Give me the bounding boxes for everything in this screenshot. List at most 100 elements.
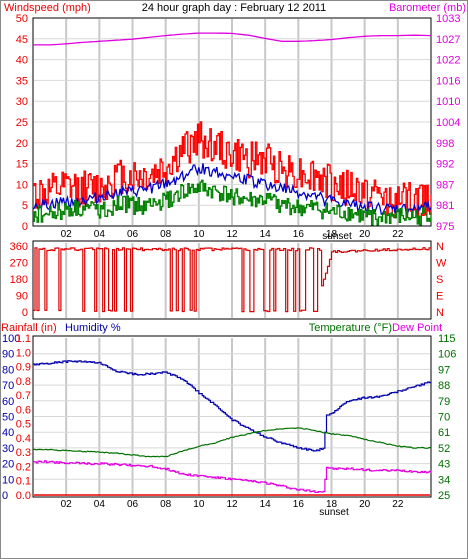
wind-tick-label: 0 [22, 221, 28, 233]
wind-tick-label: 15 [16, 159, 28, 171]
baro-tick-label: 1004 [436, 117, 460, 129]
dir-tick-label: 360 [10, 241, 28, 253]
wind-gust-line [33, 121, 432, 219]
temperature-tick-label: 25 [438, 490, 450, 502]
wind-x-tick-label: 02 [61, 229, 73, 240]
compass-tick-label: E [436, 291, 443, 303]
wind-tick-label: 35 [16, 75, 28, 87]
sunset-label-top: sunset [322, 231, 352, 242]
wind-tick-label: 5 [22, 200, 28, 212]
windspeed-axis-label: Windspeed (mph) [4, 2, 91, 14]
rainfall-tick-label: 0.6 [16, 404, 31, 416]
humidity-axis-label: Humidity % [65, 322, 121, 334]
baro-tick-label: 975 [436, 221, 454, 233]
temp-x-tick-label: 16 [293, 499, 305, 510]
humidity-tick-label: 30 [2, 443, 14, 455]
temp-x-tick-label: 06 [127, 499, 139, 510]
wind-tick-label: 25 [16, 117, 28, 129]
temp-x-tick-label: 08 [160, 499, 172, 510]
baro-tick-label: 1010 [436, 96, 460, 108]
dir-tick-label: 90 [16, 291, 28, 303]
temperature-tick-label: 106 [438, 349, 456, 361]
rainfall-tick-label: 1.0 [16, 347, 31, 359]
humidity-tick-label: 40 [2, 427, 14, 439]
humidity-tick-label: 90 [2, 349, 14, 361]
wind-x-tick-label: 04 [94, 229, 106, 240]
temp-x-tick-label: 04 [94, 499, 106, 510]
rainfall-axis-label: Rainfall (in) [1, 322, 57, 334]
baro-tick-label: 998 [436, 138, 454, 150]
compass-tick-label: W [436, 258, 447, 270]
humidity-line [33, 360, 432, 452]
temp-x-tick-label: 14 [260, 499, 272, 510]
rainfall-tick-label: 0.0 [16, 490, 31, 502]
wind-x-tick-label: 10 [193, 229, 205, 240]
baro-tick-label: 1027 [436, 34, 460, 46]
wind-tick-label: 40 [16, 55, 28, 67]
chart-title: 24 hour graph day : February 12 2011 [142, 2, 326, 14]
baro-tick-label: 981 [436, 200, 454, 212]
wind-tick-label: 10 [16, 179, 28, 191]
temp-x-tick-label: 18 [326, 499, 338, 510]
humidity-tick-label: 60 [2, 396, 14, 408]
wind-x-tick-label: 16 [293, 229, 305, 240]
temp-x-tick-label: 10 [193, 499, 205, 510]
temperature-tick-label: 115 [438, 333, 456, 345]
baro-tick-label: 992 [436, 159, 454, 171]
humidity-tick-label: 0 [2, 490, 8, 502]
wind-x-tick-label: 20 [359, 229, 371, 240]
wind-direction-line [33, 247, 432, 313]
wind-x-tick-label: 14 [260, 229, 272, 240]
compass-tick-label: N [436, 307, 444, 319]
rainfall-tick-label: 0.4 [16, 433, 31, 445]
compass-tick-label: S [436, 274, 443, 286]
temperature-tick-label: 34 [438, 474, 450, 486]
rainfall-tick-label: 1.1 [16, 333, 31, 345]
wind-tick-label: 20 [16, 138, 28, 150]
temperature-axis-label: Temperature (°F) [309, 322, 392, 334]
humidity-tick-label: 20 [2, 459, 14, 471]
temperature-tick-label: 88 [438, 380, 450, 392]
dewpoint-axis-label: Dew Point [392, 322, 442, 334]
dewpoint-line [33, 460, 432, 493]
baro-tick-label: 1016 [436, 75, 460, 87]
temperature-tick-label: 61 [438, 427, 450, 439]
wind-avg-line [32, 163, 432, 216]
rainfall-tick-label: 0.2 [16, 461, 31, 473]
temperature-tick-label: 43 [438, 459, 450, 471]
humidity-tick-label: 50 [2, 412, 14, 424]
dir-tick-label: 180 [10, 274, 28, 286]
temperature-tick-label: 79 [438, 396, 450, 408]
wind-tick-label: 50 [16, 13, 28, 25]
dir-tick-label: 0 [22, 307, 28, 319]
temperature-line [32, 427, 432, 458]
temp-x-tick-label: 12 [226, 499, 238, 510]
baro-tick-label: 1033 [436, 13, 460, 25]
baro-tick-label: 1022 [436, 55, 460, 67]
dir-tick-label: 270 [10, 258, 28, 270]
humidity-tick-label: 100 [2, 333, 20, 345]
temp-x-tick-label: 20 [359, 499, 371, 510]
humidity-tick-label: 10 [2, 474, 14, 486]
temperature-tick-label: 70 [438, 412, 450, 424]
rainfall-tick-label: 0.8 [16, 376, 31, 388]
rainfall-tick-label: 0.9 [16, 362, 31, 374]
humidity-tick-label: 70 [2, 380, 14, 392]
baro-tick-label: 987 [436, 179, 454, 191]
wind-x-tick-label: 08 [160, 229, 172, 240]
rainfall-tick-label: 0.7 [16, 390, 31, 402]
wind-x-tick-label: 12 [226, 229, 238, 240]
wind-tick-label: 45 [16, 34, 28, 46]
wind-x-tick-label: 06 [127, 229, 139, 240]
sunset-label-bottom: sunset [319, 507, 349, 518]
rainfall-tick-label: 0.5 [16, 419, 31, 431]
rainfall-tick-label: 0.3 [16, 447, 31, 459]
wind-x-tick-label: 18 [326, 229, 338, 240]
wind-min-line [33, 179, 432, 226]
temp-x-tick-label: 02 [61, 499, 73, 510]
wind-x-tick-label: 22 [392, 229, 404, 240]
temperature-tick-label: 97 [438, 364, 450, 376]
wind-tick-label: 30 [16, 96, 28, 108]
